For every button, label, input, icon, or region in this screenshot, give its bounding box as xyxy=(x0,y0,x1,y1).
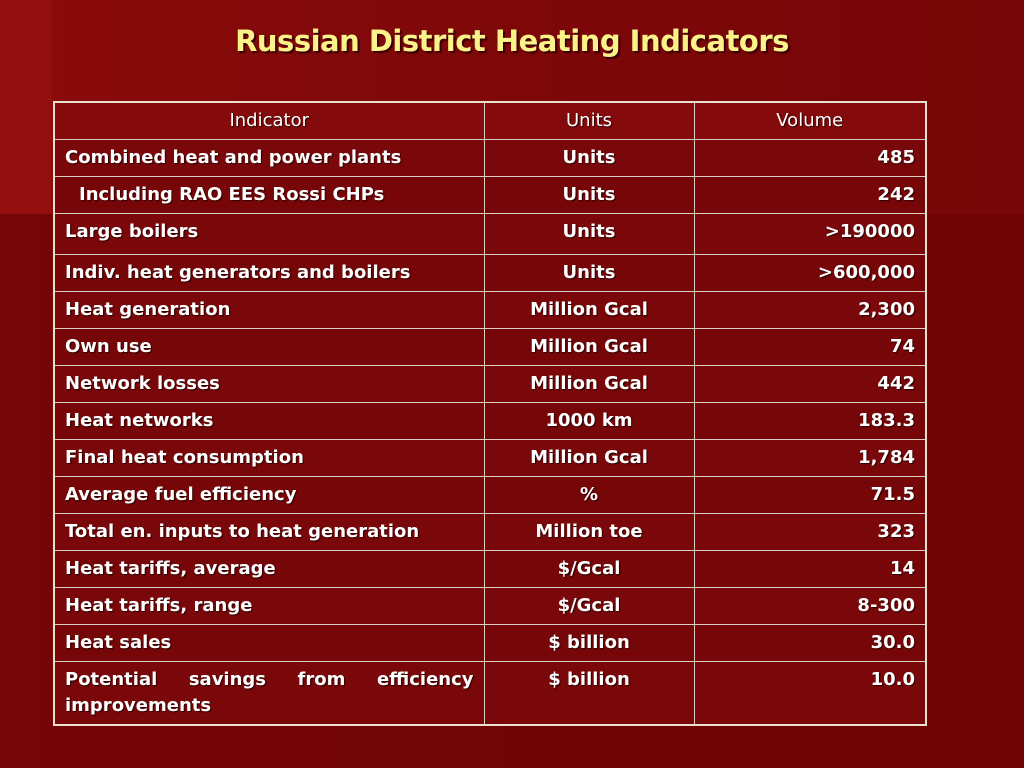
volume-cell: 71.5 xyxy=(693,476,927,514)
indicator-cell: Heat networks xyxy=(53,402,485,440)
indicator-cell: Combined heat and power plants xyxy=(53,139,485,177)
units-cell: Million Gcal xyxy=(483,291,695,329)
table-row: Heat networks 1000 km 183.3 xyxy=(53,402,927,440)
volume-cell: 1,784 xyxy=(693,439,927,477)
header-indicator: Indicator xyxy=(53,101,485,140)
volume-cell: 323 xyxy=(693,513,927,551)
table-row: Indiv. heat generators and boilers Units… xyxy=(53,254,927,292)
volume-cell: 442 xyxy=(693,365,927,403)
volume-cell: 74 xyxy=(693,328,927,366)
volume-cell: 183.3 xyxy=(693,402,927,440)
table-row: Heat tariffs, average $/Gcal 14 xyxy=(53,550,927,588)
indicator-cell: Total en. inputs to heat generation xyxy=(53,513,485,551)
units-cell: Million Gcal xyxy=(483,328,695,366)
indicator-cell: Heat sales xyxy=(53,624,485,662)
units-cell: Million toe xyxy=(483,513,695,551)
indicator-cell: Heat tariffs, range xyxy=(53,587,485,625)
slide-title: Russian District Heating Indicators xyxy=(235,24,789,58)
table-row: Final heat consumption Million Gcal 1,78… xyxy=(53,439,927,477)
units-cell: Units xyxy=(483,254,695,292)
volume-cell: >190000 xyxy=(693,213,927,255)
volume-cell: 10.0 xyxy=(693,661,927,726)
table-row: Network losses Million Gcal 442 xyxy=(53,365,927,403)
table-row: Including RAO EES Rossi CHPs Units 242 xyxy=(53,176,927,214)
volume-cell: 8-300 xyxy=(693,587,927,625)
units-cell: Units xyxy=(483,139,695,177)
table-row: Heat generation Million Gcal 2,300 xyxy=(53,291,927,329)
table-row: Total en. inputs to heat generation Mill… xyxy=(53,513,927,551)
indicator-cell: Heat tariffs, average xyxy=(53,550,485,588)
volume-cell: 2,300 xyxy=(693,291,927,329)
table-header-row: Indicator Units Volume xyxy=(53,101,927,140)
table-row: Heat tariffs, range $/Gcal 8-300 xyxy=(53,587,927,625)
header-volume: Volume xyxy=(693,101,927,140)
units-cell: $/Gcal xyxy=(483,550,695,588)
table-row: Heat sales $ billion 30.0 xyxy=(53,624,927,662)
indicator-cell: Including RAO EES Rossi CHPs xyxy=(53,176,485,214)
units-cell: % xyxy=(483,476,695,514)
volume-cell: 14 xyxy=(693,550,927,588)
header-units: Units xyxy=(483,101,695,140)
background-left-accent xyxy=(0,0,52,214)
indicator-cell: Own use xyxy=(53,328,485,366)
volume-cell: 242 xyxy=(693,176,927,214)
units-cell: Million Gcal xyxy=(483,439,695,477)
table-row: Potential savings from efficiency improv… xyxy=(53,661,927,726)
table-row: Average fuel efficiency % 71.5 xyxy=(53,476,927,514)
indicator-cell: Indiv. heat generators and boilers xyxy=(53,254,485,292)
units-cell: $/Gcal xyxy=(483,587,695,625)
units-cell: 1000 km xyxy=(483,402,695,440)
table-row: Large boilers Units >190000 xyxy=(53,213,927,255)
units-cell: $ billion xyxy=(483,661,695,726)
units-cell: Units xyxy=(483,176,695,214)
indicator-cell: Final heat consumption xyxy=(53,439,485,477)
indicators-table: Indicator Units Volume Combined heat and… xyxy=(53,101,927,726)
table-row: Own use Million Gcal 74 xyxy=(53,328,927,366)
units-cell: Units xyxy=(483,213,695,255)
volume-cell: 485 xyxy=(693,139,927,177)
indicator-cell: Network losses xyxy=(53,365,485,403)
table-row: Combined heat and power plants Units 485 xyxy=(53,139,927,177)
indicator-cell: Average fuel efficiency xyxy=(53,476,485,514)
units-cell: Million Gcal xyxy=(483,365,695,403)
volume-cell: >600,000 xyxy=(693,254,927,292)
indicator-cell: Large boilers xyxy=(53,213,485,255)
units-cell: $ billion xyxy=(483,624,695,662)
indicator-cell: Heat generation xyxy=(53,291,485,329)
indicator-cell: Potential savings from efficiency improv… xyxy=(53,661,485,726)
volume-cell: 30.0 xyxy=(693,624,927,662)
